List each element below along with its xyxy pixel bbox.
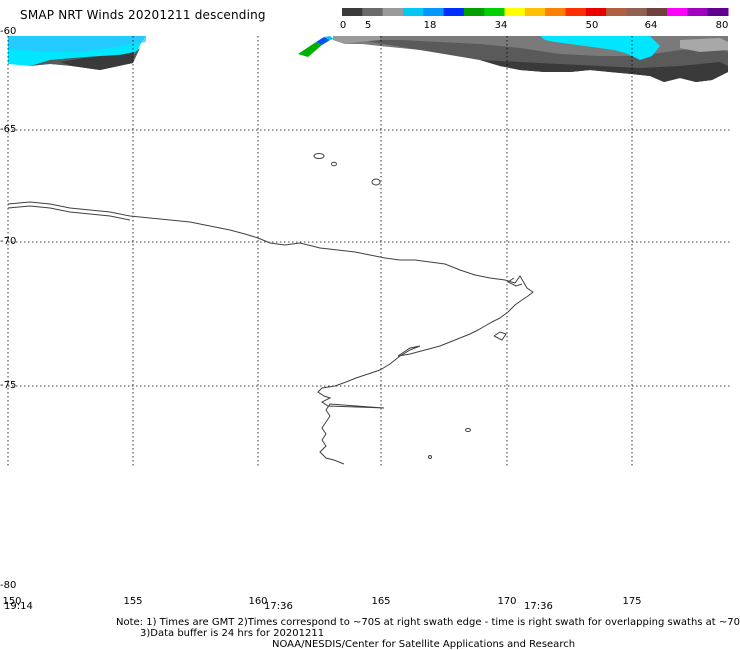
colorbar-swatch — [402, 8, 424, 16]
colorbar-swatch — [463, 8, 485, 16]
colorbar-swatch — [443, 8, 465, 16]
colorbar-swatch — [504, 8, 526, 16]
note-line-3: NOAA/NESDIS/Center for Satellite Applica… — [272, 639, 576, 650]
colorbar-tick-34: 34 — [494, 20, 508, 31]
note-line-1: Note: 1) Times are GMT 2)Times correspon… — [116, 617, 740, 628]
colorbar — [342, 8, 729, 16]
colorbar-tick-5: 5 — [364, 20, 372, 31]
colorbar-swatch — [707, 8, 729, 16]
colorbar-tick-18: 18 — [423, 20, 437, 31]
colorbar-swatch — [545, 8, 566, 16]
colorbar-tick-50: 50 — [585, 20, 599, 31]
note-line-2: 3)Data buffer is 24 hrs for 20201211 — [140, 628, 325, 639]
colorbar-tick-80: 80 — [715, 20, 729, 31]
colorbar-tick-64: 64 — [644, 20, 658, 31]
colorbar-swatch — [423, 8, 445, 16]
time-label-right: 17:36 — [524, 601, 553, 612]
colorbar-swatch — [646, 8, 668, 16]
swath-right — [333, 36, 728, 82]
time-label-left: 19:14 — [4, 601, 33, 612]
colorbar-swatch — [687, 8, 709, 16]
colorbar-swatch — [565, 8, 587, 16]
lat-label-70: -70 — [0, 236, 17, 247]
colorbar-tick-0: 0 — [339, 20, 347, 31]
graticule — [8, 36, 730, 466]
colorbar-swatch — [484, 8, 506, 16]
colorbar-swatch — [606, 8, 627, 16]
swath-strip — [298, 36, 334, 57]
lon-label-170: 170 — [497, 596, 517, 607]
colorbar-swatch — [667, 8, 688, 16]
colorbar-swatch — [585, 8, 607, 16]
map-title: SMAP NRT Winds 20201211 descending — [20, 8, 266, 22]
colorbar-swatch — [342, 8, 363, 16]
colorbar-swatch — [626, 8, 648, 16]
colorbar-swatch — [382, 8, 404, 16]
lat-label-80: -80 — [0, 580, 17, 591]
lat-label-60: -60 — [0, 26, 17, 37]
coastline — [7, 153, 534, 465]
lat-label-65: -65 — [0, 124, 17, 135]
colorbar-swatch — [362, 8, 384, 16]
lon-label-160: 160 — [248, 596, 268, 607]
swath-left — [8, 36, 146, 70]
colorbar-swatch — [524, 8, 546, 16]
lon-label-165: 165 — [371, 596, 391, 607]
time-label-mid: 17:36 — [264, 601, 293, 612]
lon-label-150: 150 — [2, 596, 22, 607]
lat-label-75: -75 — [0, 380, 17, 391]
lon-label-155: 155 — [123, 596, 143, 607]
lon-label-175: 175 — [622, 596, 642, 607]
